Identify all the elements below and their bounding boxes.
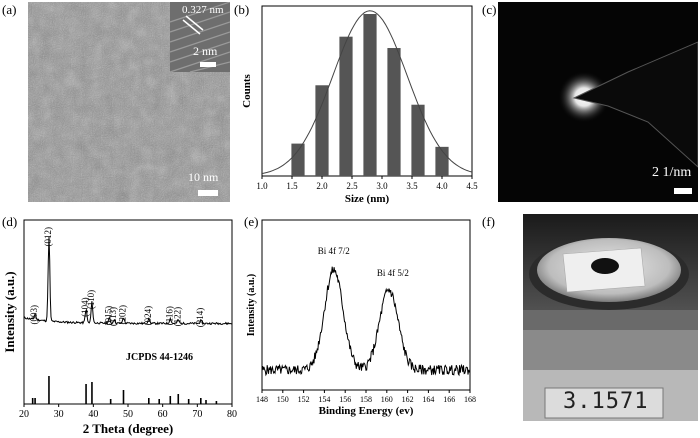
peak-label: (012)	[43, 227, 53, 247]
peak-label: (113)	[108, 307, 118, 326]
histogram-bar	[315, 85, 329, 176]
panel-e-label: (e)	[244, 214, 259, 229]
peak-label: (015)	[103, 306, 113, 326]
x-tick-label: 154	[318, 395, 330, 404]
x-tick-label: 148	[256, 395, 268, 404]
x-tick-label: 166	[443, 395, 455, 404]
saed-svg	[558, 41, 699, 194]
x-tick-label: 4.0	[436, 181, 448, 191]
x-tick-label: 20	[19, 409, 29, 420]
inset-scalebar	[200, 62, 216, 67]
panel-a-tem-image: 0.327 nm 2 nm 10 nm	[28, 1, 231, 202]
y-axis-title: Counts	[241, 73, 253, 107]
y-axis-title: Intensity (a.u.)	[2, 271, 17, 352]
balance-display	[544, 387, 664, 419]
scale-label: 10 nm	[188, 170, 219, 184]
plot-frame	[261, 219, 471, 391]
inset-scale-label: 2 nm	[193, 44, 218, 58]
inset-hrtem	[170, 2, 230, 72]
panel-a-label: (a)	[2, 2, 17, 17]
panel-b-label: (b)	[234, 2, 250, 17]
x-tick-label: 3.5	[406, 181, 418, 191]
inset-lattice-label: 0.327 nm	[182, 4, 224, 16]
panel-c-label: (c)	[482, 2, 497, 17]
peak-label: (003)	[29, 305, 39, 325]
histogram-bar	[411, 104, 425, 176]
x-tick-label: 158	[360, 395, 372, 404]
panel-c-saed-image: 2 1/nm	[498, 2, 699, 202]
gaussian-fit-curve	[261, 10, 473, 175]
panel-b-histogram: 1.0 1.5 2.0 2.5 3.0 3.5 4.0 4.5 Size (nm) Counts	[241, 5, 478, 205]
x-tick-label: 1.5	[286, 181, 298, 191]
sample-powder	[591, 258, 619, 274]
x-tick-label: 2.5	[346, 181, 358, 191]
x-axis-title: Binding Energy (ev)	[319, 405, 414, 417]
x-axis-title: 2 Theta (degree)	[83, 421, 174, 436]
panel-d-label: (d)	[2, 214, 18, 229]
peak-label: (116)	[164, 306, 174, 325]
x-tick-label: 80	[227, 409, 237, 420]
balance-photo-svg	[523, 214, 698, 421]
peak-label: Bi 4f 7/2	[318, 246, 350, 256]
saed-scale-label: 2 1/nm	[652, 165, 692, 180]
panel-e-xps: Bi 4f 7/2 Bi 4f 5/2 148 150 152 154 156 158 160 1…	[246, 219, 476, 417]
x-axis-title: Size (nm)	[345, 193, 390, 205]
histogram-bar	[339, 36, 353, 177]
xrd-pattern	[23, 236, 233, 326]
peak-label: (214)	[195, 308, 205, 328]
x-tick-label: 156	[339, 395, 351, 404]
x-tick-label: 50	[123, 409, 133, 420]
x-tick-label: 3.0	[376, 181, 388, 191]
reference-label: JCPDS 44-1246	[126, 352, 193, 363]
xps-spectrum	[261, 266, 471, 377]
histogram-bar	[363, 14, 377, 176]
peak-label: (024)	[143, 306, 153, 326]
x-tick-label: 70	[192, 409, 202, 420]
saed-scalebar	[674, 188, 692, 194]
panel-f-label: (f)	[482, 214, 495, 229]
x-tick-label: 160	[381, 395, 393, 404]
peak-label: Bi 4f 5/2	[377, 268, 409, 278]
x-tick-label: 150	[277, 395, 289, 404]
x-tick-label: 60	[158, 409, 168, 420]
x-tick-label: 152	[298, 395, 310, 404]
tem-image-svg	[28, 1, 231, 202]
x-tick-label: 162	[402, 395, 414, 404]
peak-label: (104)	[80, 297, 90, 317]
peak-label: (110)	[86, 290, 96, 309]
x-tick-label: 168	[464, 395, 476, 404]
x-tick-label: 4.5	[466, 181, 478, 191]
x-tick-label: 164	[422, 395, 434, 404]
peak-label: (202)	[118, 305, 128, 325]
peak-label: (122)	[172, 307, 182, 327]
y-axis-title: Intensity (a.u.)	[246, 274, 257, 337]
x-tick-label: 2.0	[316, 181, 328, 191]
panel-f-photo: 3.1571	[523, 214, 698, 421]
x-tick-label: 40	[88, 409, 98, 420]
histogram-bar	[291, 143, 305, 176]
scalebar	[198, 190, 218, 196]
panel-d-xrd: (003) (012) (104)(110) (015)(113) (202) (024)…	[2, 219, 237, 436]
histogram-bar	[387, 48, 401, 176]
x-tick-label: 1.0	[256, 181, 268, 191]
x-tick-label: 30	[54, 409, 64, 420]
balance-reading: 3.1571	[563, 389, 649, 414]
